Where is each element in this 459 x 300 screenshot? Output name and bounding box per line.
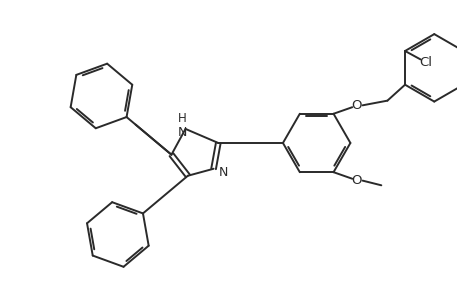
Text: O: O: [351, 174, 361, 187]
Text: N: N: [177, 126, 186, 139]
Text: Cl: Cl: [419, 56, 432, 69]
Text: O: O: [351, 99, 361, 112]
Text: H: H: [178, 112, 186, 125]
Text: N: N: [219, 166, 228, 179]
